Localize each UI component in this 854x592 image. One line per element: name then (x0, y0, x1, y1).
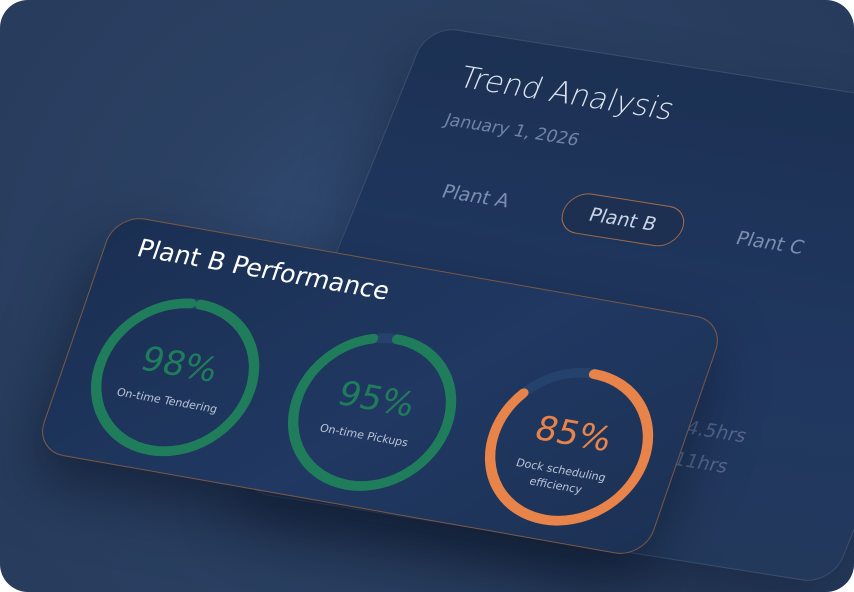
tab[interactable]: Plant C (732, 227, 808, 259)
performance-card: Plant B Performance 98% On-time Tendering… (33, 213, 727, 559)
gauge-value: 98% (136, 339, 224, 390)
gauge-arc (484, 367, 654, 526)
gauges: 98%On-time Tendering 95%On-time Pickups 85… (91, 298, 654, 526)
gauge-value: 85% (530, 409, 618, 460)
tab-bar: Plant A Plant B Plant C (408, 167, 838, 273)
tab[interactable]: Plant A (438, 180, 513, 213)
gauge-label: On-time Pickups (318, 422, 410, 450)
gauge-arc (91, 298, 260, 457)
gauge-arc (287, 333, 457, 491)
gauge-value: 95% (333, 374, 421, 425)
metric: 4.5hrs (682, 416, 751, 448)
gauge-label: On-time Tendering (115, 386, 219, 416)
gauge-label: Dock schedulingefficiency (509, 456, 608, 499)
tab[interactable]: Plant B (554, 190, 691, 250)
date: January 1, 2026 (441, 110, 583, 151)
